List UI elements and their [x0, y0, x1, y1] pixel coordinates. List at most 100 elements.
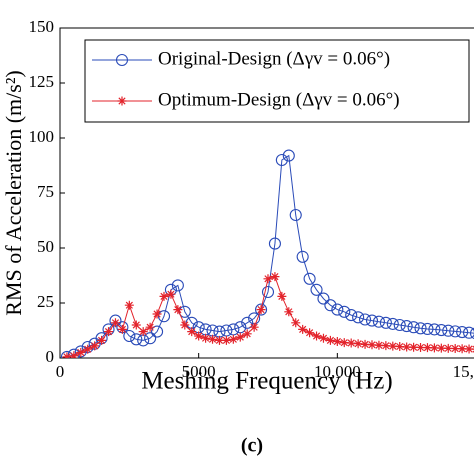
marker-star — [90, 341, 100, 351]
marker-circle — [435, 324, 448, 337]
marker-star — [457, 344, 467, 354]
marker-circle — [414, 322, 427, 335]
marker-star — [339, 338, 349, 348]
marker-star — [62, 352, 72, 358]
y-tick-label: 100 — [29, 127, 55, 146]
legend-label: Original-Design (Δγv = 0.06°) — [158, 48, 390, 69]
marker-star — [76, 348, 86, 357]
marker-star — [104, 327, 114, 337]
marker-star — [284, 307, 294, 317]
marker-star — [360, 339, 370, 349]
marker-star — [443, 343, 453, 353]
marker-star — [187, 327, 197, 337]
marker-star — [152, 309, 162, 319]
marker-star — [388, 341, 398, 351]
marker-star — [395, 342, 405, 352]
marker-star — [402, 342, 412, 352]
marker-star — [416, 342, 426, 352]
marker-circle — [421, 322, 434, 336]
legend-marker — [115, 53, 129, 67]
x-tick-label: 15,000 — [453, 362, 474, 381]
marker-star — [367, 340, 377, 350]
marker-star — [318, 333, 328, 343]
marker-circle — [393, 318, 406, 332]
marker-circle — [359, 313, 372, 326]
x-tick-label: 10,000 — [314, 362, 361, 381]
marker-star — [429, 343, 439, 353]
x-axis-label: Meshing Frequency (Hz) — [141, 368, 392, 395]
marker-star — [159, 291, 169, 301]
y-tick-label: 150 — [29, 17, 55, 36]
marker-star — [291, 318, 301, 328]
legend-box — [84, 39, 470, 123]
marker-star — [110, 318, 120, 328]
y-tick-label: 0 — [46, 347, 55, 366]
marker-circle — [144, 332, 157, 345]
marker-star — [422, 343, 432, 353]
marker-circle — [261, 285, 275, 299]
marker-circle — [275, 153, 288, 167]
marker-star — [235, 332, 245, 342]
marker-circle — [442, 324, 455, 337]
marker-circle — [310, 283, 323, 296]
marker-circle — [151, 325, 164, 338]
marker-circle — [338, 305, 351, 318]
marker-circle — [331, 303, 344, 316]
marker-star — [270, 272, 280, 282]
marker-star — [256, 305, 266, 315]
marker-circle — [241, 316, 254, 329]
marker-star — [180, 320, 190, 330]
marker-circle — [352, 311, 365, 324]
legend: Original-Design (Δγv = 0.06°) Optimum-Des… — [84, 39, 470, 123]
marker-circle — [365, 314, 379, 327]
marker-star — [312, 331, 322, 341]
marker-circle — [282, 149, 295, 162]
marker-star — [69, 351, 79, 358]
marker-circle — [456, 325, 469, 339]
marker-star — [201, 333, 211, 343]
marker-star — [464, 344, 474, 354]
legend-marker — [117, 96, 127, 106]
marker-circle — [317, 292, 330, 305]
marker-circle — [386, 317, 399, 330]
marker-star — [450, 344, 460, 354]
marker-star — [208, 334, 218, 344]
series-line — [66, 275, 474, 358]
marker-star — [138, 327, 148, 337]
marker-star — [214, 335, 224, 345]
marker-circle — [400, 320, 413, 333]
marker-star — [145, 322, 155, 332]
marker-star — [242, 329, 252, 339]
marker-star — [249, 322, 259, 332]
marker-star — [374, 340, 384, 350]
marker-star — [381, 341, 391, 351]
marker-star — [173, 305, 183, 315]
marker-star — [346, 338, 356, 348]
marker-star — [221, 335, 231, 345]
marker-circle — [428, 323, 441, 336]
marker-star — [277, 291, 287, 301]
marker-star — [124, 300, 134, 310]
marker-star — [353, 339, 363, 349]
marker-star — [97, 335, 107, 345]
marker-circle — [130, 333, 143, 346]
marker-star — [325, 335, 335, 345]
marker-circle — [303, 272, 316, 285]
axes-frame — [59, 27, 474, 359]
marker-circle — [324, 299, 337, 312]
marker-circle — [463, 326, 474, 339]
marker-circle — [379, 316, 392, 329]
marker-star — [409, 342, 419, 352]
marker-star — [263, 274, 273, 284]
legend-label: Optimum-Design (Δγv = 0.06°) — [158, 89, 400, 110]
marker-circle — [372, 315, 385, 328]
marker-circle — [123, 329, 136, 343]
y-tick-label: 75 — [37, 182, 54, 201]
marker-circle — [296, 250, 309, 263]
marker-circle — [255, 303, 268, 316]
marker-star — [83, 344, 93, 354]
marker-circle — [171, 279, 184, 292]
marker-star — [305, 328, 315, 338]
plot-area — [60, 149, 474, 358]
marker-star — [332, 337, 342, 346]
